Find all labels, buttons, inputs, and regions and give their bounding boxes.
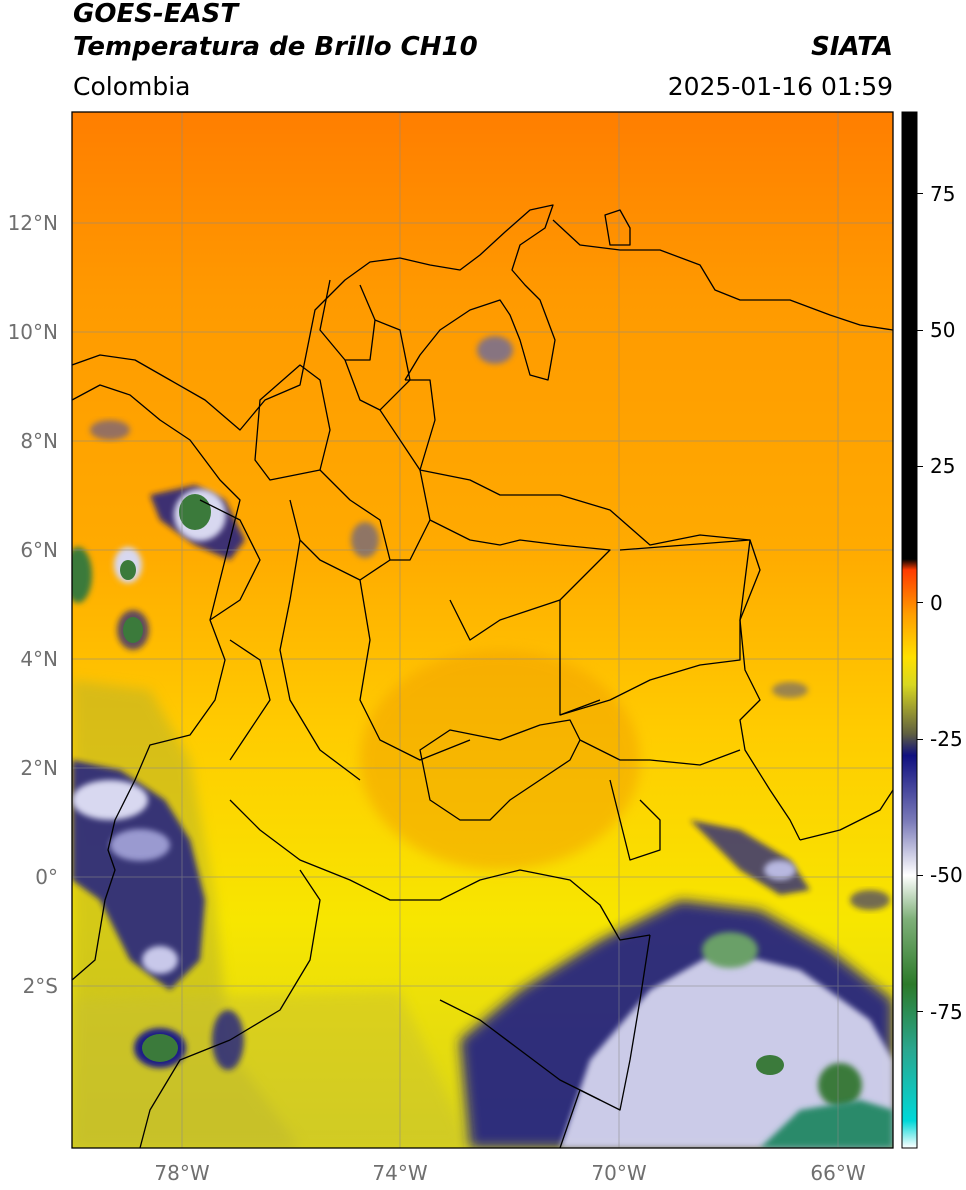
lon-label-78w: 78°W	[154, 1161, 210, 1185]
lat-label-12n: 12°N	[7, 211, 58, 235]
satellite-title: GOES-EAST	[73, 0, 239, 29]
product-title: Temperatura de Brillo CH10	[73, 32, 478, 62]
dept-14	[229, 639, 271, 761]
colorbar-label: -75	[930, 999, 963, 1024]
paraguana	[604, 209, 631, 246]
venezuela-coast	[552, 219, 893, 331]
colorbar-tick	[917, 874, 923, 876]
colombia-border	[405, 379, 801, 841]
colorbar-tick	[917, 738, 923, 740]
dept-15	[199, 499, 261, 621]
amazon	[439, 999, 601, 1101]
agency-label: SIATA	[811, 32, 893, 62]
dept-13	[609, 779, 661, 861]
colorbar-label: -25	[930, 727, 963, 752]
dept-2	[319, 279, 376, 361]
dept-1	[254, 364, 331, 481]
map-area	[72, 112, 893, 1148]
peru-brazil	[559, 934, 651, 1148]
colorbar-frame	[901, 111, 918, 1149]
colorbar-label: 50	[930, 318, 956, 343]
dept-12	[579, 739, 741, 766]
ecuador-peru	[139, 869, 321, 1148]
lat-label-4n: 4°N	[20, 647, 58, 671]
cold-cloud-clusters	[72, 336, 893, 1148]
dept-3	[344, 319, 411, 411]
colorbar-tick	[917, 465, 923, 467]
lon-label-66w: 66°W	[810, 1161, 866, 1185]
colorbar-label: -50	[930, 863, 963, 888]
dept-11	[419, 719, 581, 821]
colorbar-label: 25	[930, 454, 956, 479]
lat-label-0: 0°	[35, 865, 58, 889]
lon-label-70w: 70°W	[591, 1161, 647, 1185]
caribbean-coast	[72, 204, 556, 431]
colorbar-tick	[917, 193, 923, 195]
boundaries	[72, 204, 893, 1148]
lon-label-74w: 74°W	[372, 1161, 428, 1185]
dept-4	[289, 469, 391, 581]
datetime-label: 2025-01-16 01:59	[667, 72, 893, 101]
colorbar-tick	[917, 602, 923, 604]
dept-8	[559, 600, 601, 716]
colorbar-tick	[917, 1011, 923, 1013]
venezuela-brazil-border	[799, 789, 893, 841]
graticule	[72, 112, 893, 1148]
dept-10	[359, 579, 471, 761]
colorbar-label: 75	[930, 181, 956, 206]
region-label: Colombia	[73, 72, 191, 101]
colorbar	[902, 112, 917, 1148]
dept-7	[559, 539, 751, 716]
pacific-coast	[72, 384, 241, 981]
south-border	[229, 799, 651, 941]
lat-label-8n: 8°N	[20, 429, 58, 453]
lat-label-6n: 6°N	[20, 538, 58, 562]
colorbar-label: 0	[930, 590, 943, 615]
colorbar-tick	[917, 329, 923, 331]
map-frame	[71, 111, 894, 1149]
dept-9	[279, 539, 361, 781]
dept-6	[429, 519, 611, 641]
lat-label-2s: 2°S	[22, 974, 58, 998]
lat-label-2n: 2°N	[20, 756, 58, 780]
lat-label-10n: 10°N	[7, 320, 58, 344]
